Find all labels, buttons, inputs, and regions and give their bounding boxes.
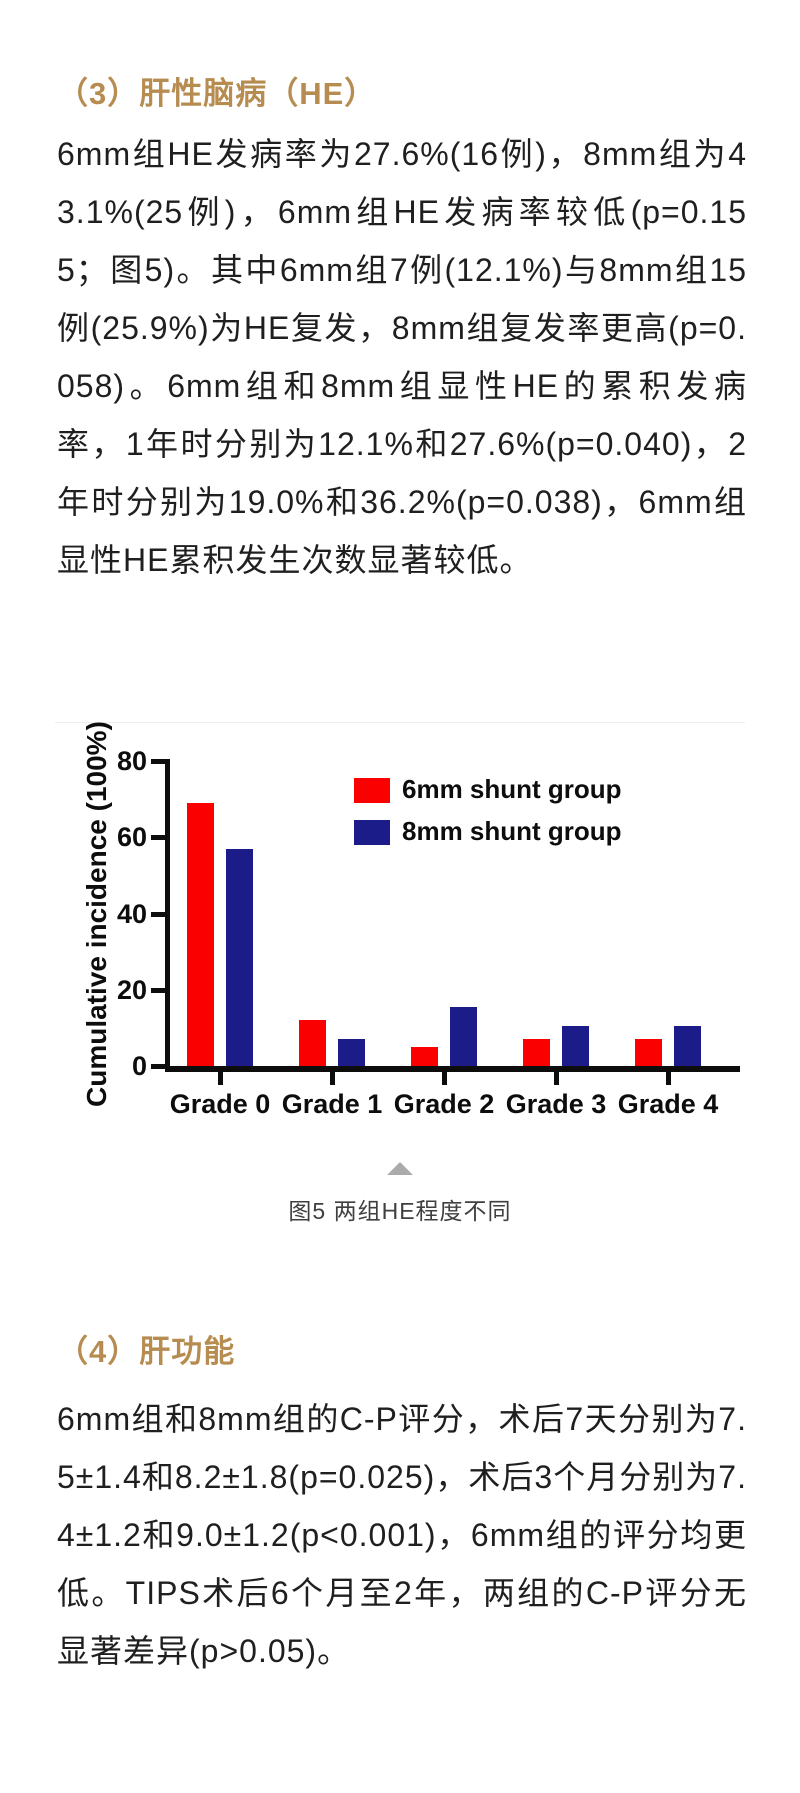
y-axis-tick [151, 759, 165, 764]
x-axis-tick-label: Grade 2 [393, 1089, 495, 1119]
legend-swatch-6mm [354, 778, 390, 803]
section-he-paragraph: 6mm组HE发病率为27.6%(16例)，8mm组为43.1%(25例)，6mm… [57, 136, 747, 578]
bar-8mm-grade-2 [450, 1007, 477, 1066]
legend-label-6mm: 6mm shunt group [402, 774, 622, 804]
y-axis-tick-label: 20 [116, 975, 147, 1005]
bar-6mm-grade-0 [187, 803, 214, 1066]
y-axis-tick-label: 0 [131, 1051, 147, 1081]
y-axis-tick [151, 835, 165, 840]
y-axis-line [165, 759, 170, 1072]
section-liver-paragraph: 6mm组和8mm组的C-P评分，术后7天分别为7.5±1.4和8.2±1.8(p… [57, 1401, 747, 1669]
section-he-heading: （3）肝性脑病（HE） [57, 75, 377, 111]
legend-swatch-8mm [354, 820, 390, 845]
bar-6mm-grade-1 [299, 1020, 326, 1066]
y-axis-tick [151, 1064, 165, 1069]
x-axis-tick [442, 1069, 447, 1085]
x-axis-tick [554, 1069, 559, 1085]
x-axis-tick-label: Grade 0 [169, 1089, 271, 1119]
legend-label-8mm: 8mm shunt group [402, 816, 622, 846]
y-axis-tick-label: 60 [116, 822, 147, 852]
y-axis-tick-label: 80 [116, 746, 147, 776]
figure5-image: 0 20 40 60 80 Grade 0 Grade 1 Grade 2 Grade 3 Gra… [55, 721, 745, 1143]
caption-arrow-icon [387, 1162, 413, 1175]
figure5-caption: 图5 两组HE程度不同 [288, 1198, 512, 1224]
x-axis-tick-label: Grade 3 [505, 1089, 607, 1119]
y-axis-title: Cumulative incidence (100%) [81, 721, 112, 1107]
x-axis-tick [666, 1069, 671, 1085]
bar-8mm-grade-3 [562, 1026, 589, 1066]
x-axis-tick [218, 1069, 223, 1085]
x-axis-line [165, 1066, 740, 1072]
bar-8mm-grade-4 [674, 1026, 701, 1066]
bar-6mm-grade-2 [411, 1047, 438, 1066]
x-axis-tick-label: Grade 1 [281, 1089, 383, 1119]
he-grade-bar-chart: 0 20 40 60 80 Grade 0 Grade 1 Grade 2 Grade 3 Gra… [55, 721, 745, 1143]
y-axis-tick [151, 912, 165, 917]
section-liver-heading: （4）肝功能 [57, 1333, 236, 1369]
y-axis-tick [151, 988, 165, 993]
bar-8mm-grade-1 [338, 1039, 365, 1066]
x-axis-tick [330, 1069, 335, 1085]
bar-6mm-grade-3 [523, 1039, 550, 1066]
bar-8mm-grade-0 [226, 849, 253, 1066]
y-axis-tick-label: 40 [116, 899, 147, 929]
bar-6mm-grade-4 [635, 1039, 662, 1066]
x-axis-tick-label: Grade 4 [617, 1089, 719, 1119]
